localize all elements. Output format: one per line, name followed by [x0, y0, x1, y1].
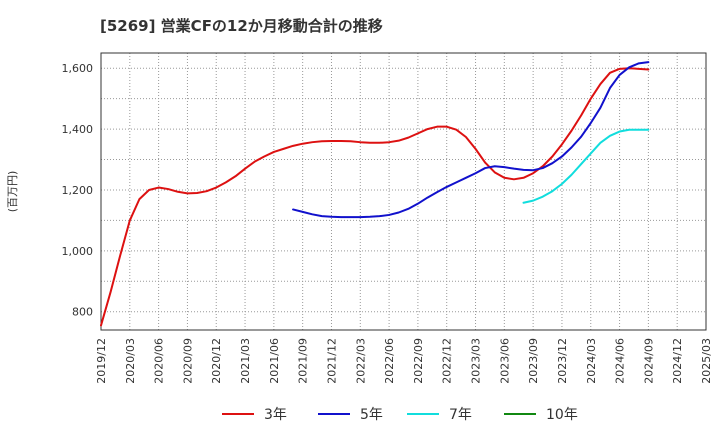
x-tick-label: 2024/09 [642, 338, 655, 384]
x-tick-label: 2021/09 [297, 338, 310, 384]
x-axis-ticks: 2019/12 2020/03 2020/06 2020/09 2020/12 2021/… [95, 338, 713, 384]
x-tick-label: 2020/03 [124, 338, 137, 384]
x-tick-label: 2019/12 [95, 338, 108, 384]
y-tick-label: 1,200 [62, 184, 94, 197]
x-tick-label: 2020/06 [153, 338, 166, 384]
legend-label: 5年 [360, 407, 383, 423]
series-lines [100, 61, 650, 327]
x-tick-label: 2024/12 [671, 338, 684, 384]
x-tick-label: 2022/06 [383, 338, 396, 384]
x-tick-label: 2021/06 [268, 338, 281, 384]
x-tick-label: 2025/03 [700, 338, 713, 384]
y-tick-label: 1,000 [62, 245, 94, 258]
x-tick-label: 2024/03 [585, 338, 598, 384]
x-tick-label: 2024/06 [614, 338, 627, 384]
x-tick-label: 2023/09 [527, 338, 540, 384]
y-axis-ticks: 800 1,000 1,200 1,400 1,600 [62, 62, 94, 319]
x-tick-label: 2022/03 [354, 338, 367, 384]
y-tick-label: 1,400 [62, 123, 94, 136]
y-tick-label: 800 [72, 306, 93, 319]
legend: 3年 5年 7年 10年 [222, 407, 578, 423]
series-line-3年 [100, 67, 650, 327]
legend-label: 3年 [264, 407, 287, 423]
x-tick-label: 2022/12 [441, 338, 454, 384]
chart-title: [5269] 営業CFの12か月移動合計の推移 [100, 17, 383, 35]
grid [101, 53, 706, 330]
y-tick-label: 1,600 [62, 62, 94, 75]
y-axis-label: (百万円) [6, 171, 19, 213]
series-line-5年 [292, 61, 650, 219]
series-line-7年 [522, 128, 650, 204]
x-tick-label: 2023/03 [470, 338, 483, 384]
x-tick-label: 2021/12 [325, 338, 338, 384]
x-tick-label: 2020/12 [210, 338, 223, 384]
legend-label: 7年 [449, 407, 472, 423]
x-tick-label: 2022/09 [412, 338, 425, 384]
legend-label: 10年 [546, 407, 578, 423]
x-tick-label: 2021/03 [239, 338, 252, 384]
x-tick-label: 2020/09 [181, 338, 194, 384]
x-tick-label: 2023/06 [498, 338, 511, 384]
x-tick-label: 2023/12 [556, 338, 569, 384]
plot-frame [100, 52, 707, 331]
